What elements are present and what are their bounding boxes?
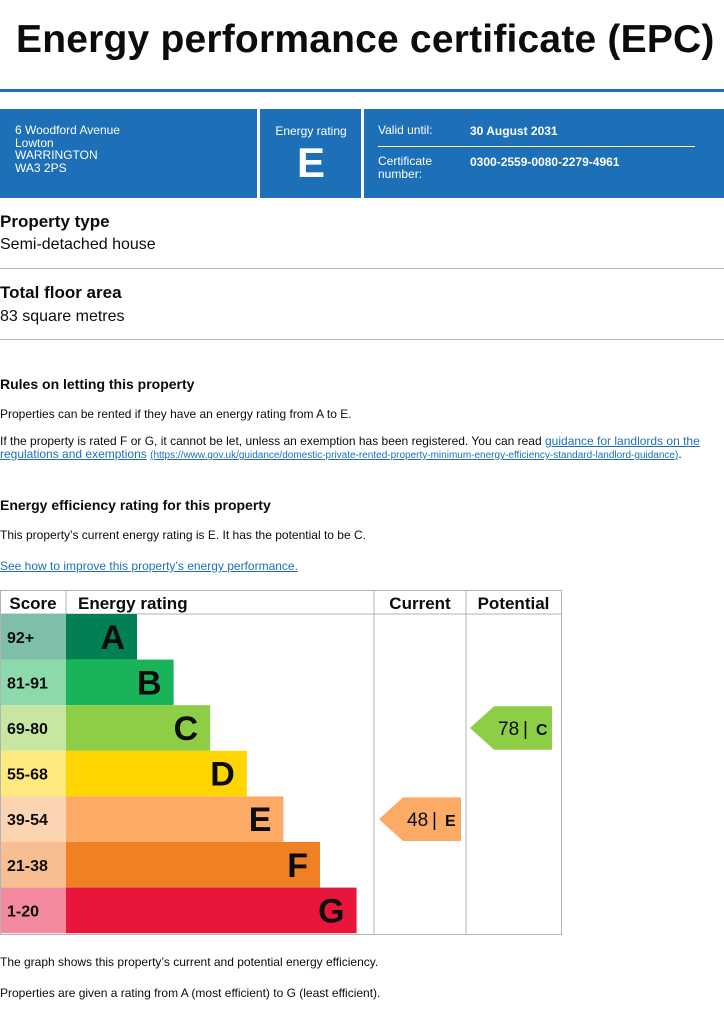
banner-separator [361,109,364,198]
rating-band-letter: C [174,710,199,748]
paragraph-text: If the property is rated F or G, it cann… [0,434,545,448]
rating-band-bar [66,705,211,751]
score-band-label: 39-54 [7,812,48,829]
current-rating-score-value: 48 [407,810,428,831]
address-line: WARRINGTON [15,148,98,163]
letting-rules-heading: Rules on letting this property [0,376,195,392]
property-address: 6 Woodford Avenue Lowton WARRINGTON WA3 … [15,124,120,175]
certificate-label-line: Certificate [378,154,433,168]
rating-column-header: Energy rating [78,594,188,613]
energy-rating-graph: Score Energy rating Current Potential 92+ A 81… [0,590,562,935]
chart-frame [0,590,562,935]
score-band-cell [1,796,66,842]
energy-rating-chart: Score Energy rating Current Potential 92+ A 81… [0,590,562,935]
rating-band-letter: F [287,847,308,885]
score-band-cell [1,750,66,797]
rating-band-bar [66,614,137,660]
rating-band-letter: E [249,801,272,839]
efficiency-paragraph: This property’s current energy rating is… [0,528,366,542]
potential-rating-separator: | [523,719,528,740]
potential-column-header: Potential [478,594,550,613]
score-column-header: Score [9,594,56,613]
score-band-label: 92+ [7,630,34,647]
current-rating-separator: | [432,810,437,831]
rating-band-bar [66,887,357,934]
improve-energy-performance-link[interactable]: See how to improve this property’s energ… [0,559,298,573]
score-band-label: 81-91 [7,675,48,692]
certificate-label-line: number: [378,167,423,181]
paragraph-text: . [678,447,682,461]
rating-scale-explanation: Properties are given a rating from A (mo… [0,986,381,1000]
score-band-label: 21-38 [7,858,48,875]
energy-rating-value: E [296,139,325,186]
energy-rating-label: Energy rating [275,124,347,138]
potential-rating-arrow [470,706,552,750]
banner-inner-divider [378,146,695,147]
rating-band-bar [66,750,247,797]
score-band-cell [1,659,66,706]
valid-until-value: 30 August 2031 [470,124,558,138]
address-line: 6 Woodford Avenue [15,123,120,137]
landlord-guidance-url[interactable]: (https://www.gov.uk/guidance/domestic-pr… [150,450,679,461]
letting-rules-paragraph: Properties can be rented if they have an… [0,407,352,421]
floor-area-value: 83 square metres [0,308,125,325]
score-band-label: 55-68 [7,767,48,784]
rating-band-letter: G [318,892,344,930]
valid-until-label: Valid until: [378,123,433,137]
potential-rating-rating-letter: C [536,722,548,739]
address-line: WA3 2PS [15,161,67,176]
score-band-cell [1,614,66,660]
page-title: Energy performance certificate (EPC) [16,18,715,61]
current-rating-arrow [379,797,461,841]
link-text: regulations and exemptions [0,447,147,461]
graph-explanation: The graph shows this property’s current … [0,955,379,969]
efficiency-heading: Energy efficiency rating for this proper… [0,497,271,513]
property-type-heading: Property type [0,212,110,231]
potential-rating-score-value: 78 [498,719,519,740]
score-band-cell [1,705,66,751]
floor-area-heading: Total floor area [0,283,122,302]
property-type-value: Semi-detached house [0,236,156,253]
rating-band-letter: D [210,756,235,794]
link-text: guidance for landlords on the [545,434,700,448]
certificate-summary-banner: 6 Woodford Avenue Lowton WARRINGTON WA3 … [0,109,724,198]
certificate-number-label: Certificate number: [378,155,432,181]
score-band-cell [1,887,66,934]
address-line: Lowton [15,135,54,150]
rating-band-letter: B [137,664,162,702]
improve-link-wrapper: See how to improve this property’s energ… [0,560,724,573]
banner-separator [257,109,260,198]
section-divider [0,268,724,269]
letting-exemptions-paragraph: If the property is rated F or G, it cann… [0,435,724,462]
score-band-label: 69-80 [7,721,48,738]
rating-band-bar [66,842,320,888]
rating-band-bar [66,659,174,706]
section-divider [0,339,724,340]
current-rating-rating-letter: E [445,813,456,830]
landlord-guidance-link[interactable]: guidance for landlords on the regulations… [0,434,700,461]
title-divider [0,89,724,92]
score-band-cell [1,842,66,888]
certificate-number-value: 0300-2559-0080-2279-4961 [470,155,620,169]
current-column-header: Current [389,594,451,613]
rating-band-letter: A [100,619,125,657]
score-band-label: 1-20 [7,903,39,920]
rating-band-bar [66,796,284,842]
